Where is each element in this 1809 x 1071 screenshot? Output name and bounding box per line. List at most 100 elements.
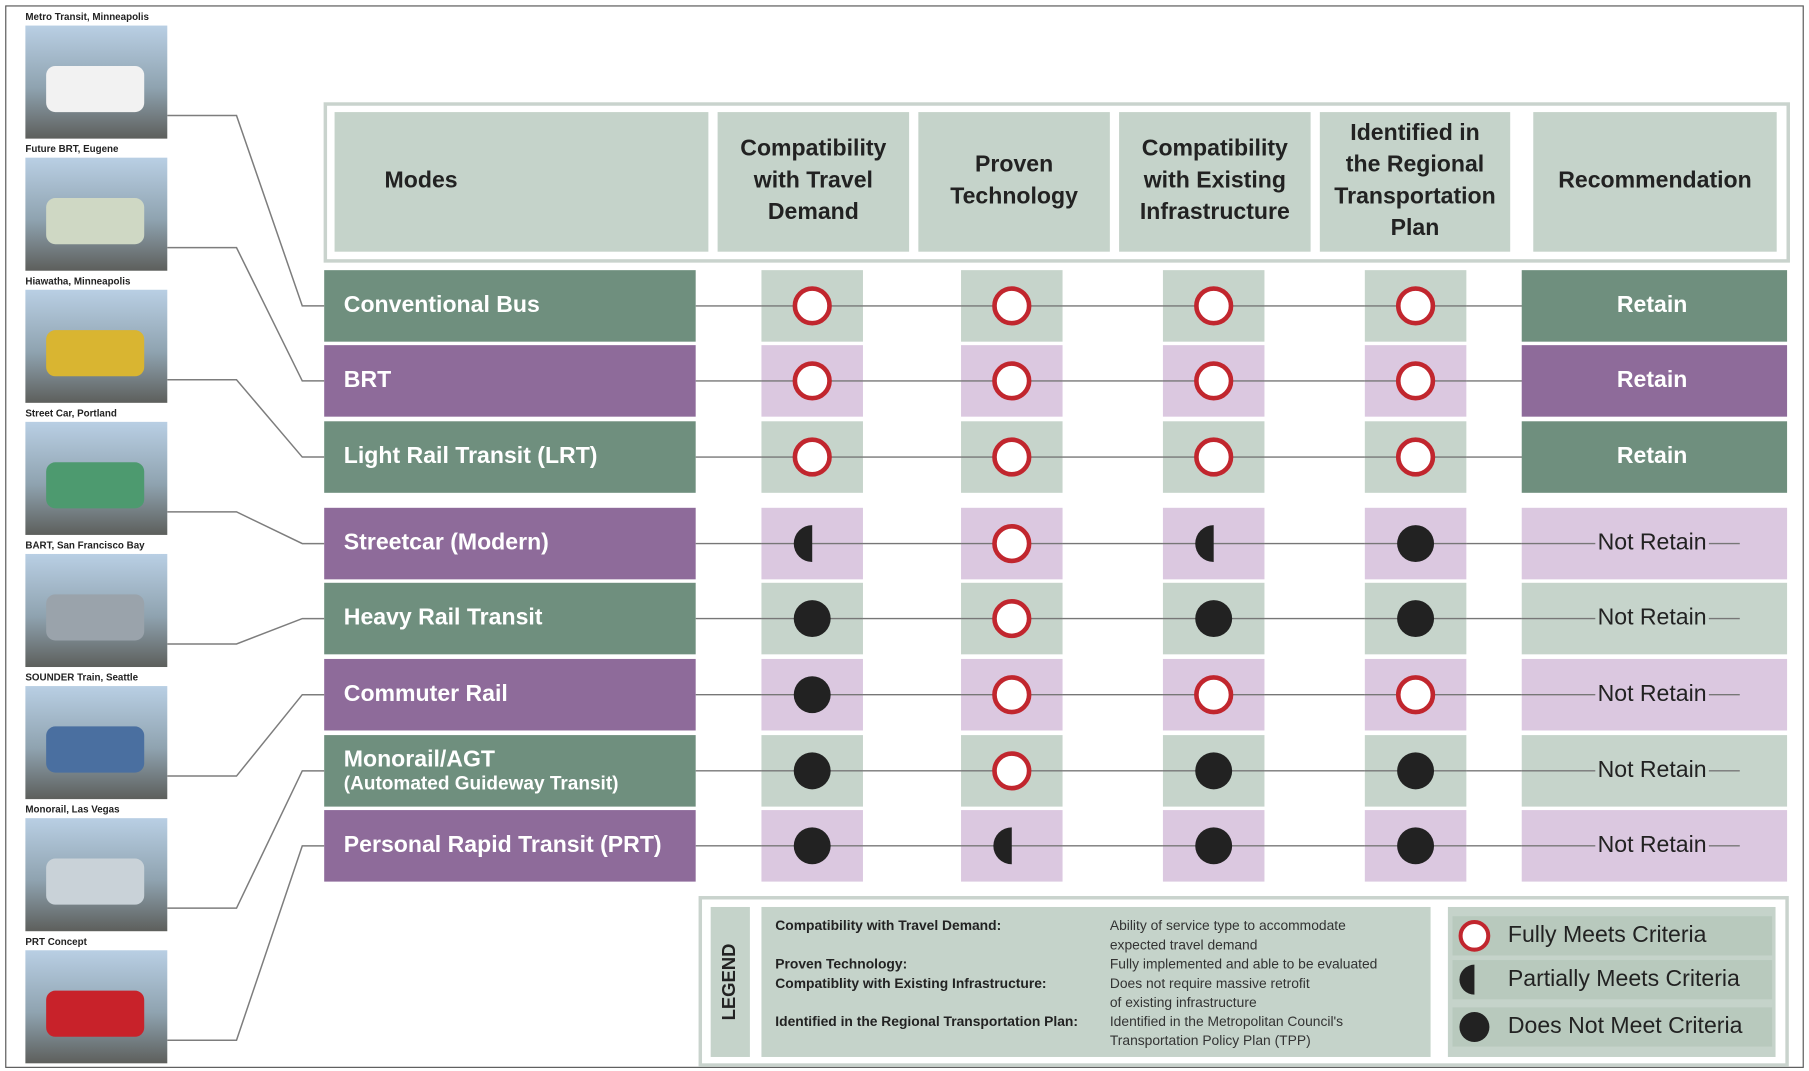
legend-description: Transportation Policy Plan (TPP) xyxy=(1110,1032,1311,1048)
rating-symbol xyxy=(1395,675,1436,715)
mode-label: Streetcar (Modern) xyxy=(344,529,549,555)
rating-symbol xyxy=(992,437,1032,477)
rating-symbol xyxy=(992,598,1032,639)
legend-key-row xyxy=(1452,916,1773,956)
rating-symbol xyxy=(992,286,1032,326)
connector xyxy=(167,770,325,909)
mode-cell xyxy=(324,735,696,807)
recommendation-label: Not Retain xyxy=(1598,756,1707,782)
rating-symbol xyxy=(792,437,832,477)
header-label: Technology xyxy=(950,182,1078,208)
rating-symbol xyxy=(793,827,831,865)
photo-vehicle xyxy=(46,65,145,113)
header-cell xyxy=(1319,112,1511,252)
rating-symbol xyxy=(1395,286,1436,326)
rating-symbol xyxy=(1397,525,1435,563)
photo-vehicle xyxy=(46,858,145,905)
recommendation-cell xyxy=(1521,270,1788,342)
photo-vehicle xyxy=(46,198,145,245)
rating-symbol xyxy=(793,600,831,638)
header-label: with Travel xyxy=(753,166,873,192)
recommendation-cell xyxy=(1521,345,1788,417)
legend-term: Identified in the Regional Transportatio… xyxy=(775,1013,1078,1029)
mode-cell xyxy=(324,810,696,882)
photo-caption: Monorail, Las Vegas xyxy=(25,805,120,816)
rating-symbol xyxy=(793,752,831,790)
rating-symbol xyxy=(1395,361,1436,401)
rating-symbol xyxy=(1194,361,1234,401)
mode-cell xyxy=(324,421,696,493)
photo-caption: Metro Transit, Minneapolis xyxy=(25,12,149,23)
photo-vehicle xyxy=(46,330,145,377)
rating-symbol xyxy=(792,361,832,401)
rating-symbol xyxy=(792,286,832,326)
connector xyxy=(167,617,325,645)
rating-symbol xyxy=(1194,286,1234,326)
legend-description: Fully implemented and able to be evaluat… xyxy=(1110,955,1378,971)
mode-cell xyxy=(324,345,696,417)
mode-label: Light Rail Transit (LRT) xyxy=(344,442,598,468)
rating-symbol xyxy=(1195,827,1233,865)
header-label: Modes xyxy=(385,166,458,192)
legend-key-row xyxy=(1452,960,1773,1000)
connector xyxy=(167,114,325,307)
rating-symbol xyxy=(1194,675,1234,715)
mode-subtitle: (Automated Guideway Transit) xyxy=(344,774,619,795)
recommendation-label: Retain xyxy=(1617,366,1687,392)
legend-key-label: Fully Meets Criteria xyxy=(1508,921,1707,947)
legend-description: Ability of service type to accommodate xyxy=(1110,917,1346,933)
frame xyxy=(5,5,1804,1068)
legend-term: Compatibility with Travel Demand: xyxy=(775,917,1001,933)
connector xyxy=(167,845,325,1041)
legend-symbol xyxy=(1459,964,1475,995)
mode-label: Personal Rapid Transit (PRT) xyxy=(344,831,662,857)
rating-symbol xyxy=(1194,437,1234,477)
rating-symbol xyxy=(1195,525,1214,563)
rating-symbol xyxy=(1195,600,1233,638)
header-label: Infrastructure xyxy=(1140,198,1290,224)
legend-title: LEGEND xyxy=(718,944,739,1021)
photo-vehicle xyxy=(46,726,145,773)
recommendation-label-bg xyxy=(1595,830,1709,857)
rating-symbol xyxy=(793,525,813,563)
rating-symbol xyxy=(793,676,831,714)
header-cell xyxy=(1119,112,1311,252)
connector xyxy=(167,693,325,777)
recommendation-label: Not Retain xyxy=(1598,831,1707,857)
mode-cell xyxy=(324,658,696,731)
rating-symbol xyxy=(1397,827,1435,865)
rating-symbol xyxy=(1195,752,1233,790)
photo-vehicle xyxy=(46,990,145,1037)
legend-key-row xyxy=(1452,1007,1773,1047)
mode-cell xyxy=(324,507,696,580)
header-cell xyxy=(717,112,910,252)
recommendation-label: Retain xyxy=(1617,291,1687,317)
legend-key-label: Does Not Meet Criteria xyxy=(1508,1012,1743,1038)
rating-symbol xyxy=(1397,600,1435,638)
legend-key-label: Partially Meets Criteria xyxy=(1508,965,1740,991)
photo-caption: Hiawatha, Minneapolis xyxy=(25,276,131,287)
recommendation-label-bg xyxy=(1595,603,1709,630)
connector xyxy=(167,511,325,545)
header-label: with Existing xyxy=(1143,166,1286,192)
header-label: Identified in xyxy=(1350,119,1479,145)
legend-symbol xyxy=(1459,1011,1490,1042)
mode-label: BRT xyxy=(344,366,391,392)
header-cell xyxy=(918,112,1110,252)
header-label: the Regional xyxy=(1346,151,1484,177)
legend-definitions-panel xyxy=(761,906,1431,1057)
header-cell xyxy=(334,112,709,252)
photo-caption: SOUNDER Train, Seattle xyxy=(25,673,138,684)
photo-caption: PRT Concept xyxy=(25,937,87,948)
recommendation-label: Not Retain xyxy=(1598,680,1707,706)
header-cell xyxy=(1533,112,1777,252)
recommendation-label: Retain xyxy=(1617,442,1687,468)
rating-symbol xyxy=(1397,752,1435,790)
rating-symbol xyxy=(992,675,1032,715)
recommendation-label: Not Retain xyxy=(1598,604,1707,630)
rating-symbol xyxy=(992,523,1032,564)
header-label: Transportation xyxy=(1334,182,1495,208)
header-label: Proven xyxy=(975,151,1053,177)
mode-label: Heavy Rail Transit xyxy=(344,604,543,630)
